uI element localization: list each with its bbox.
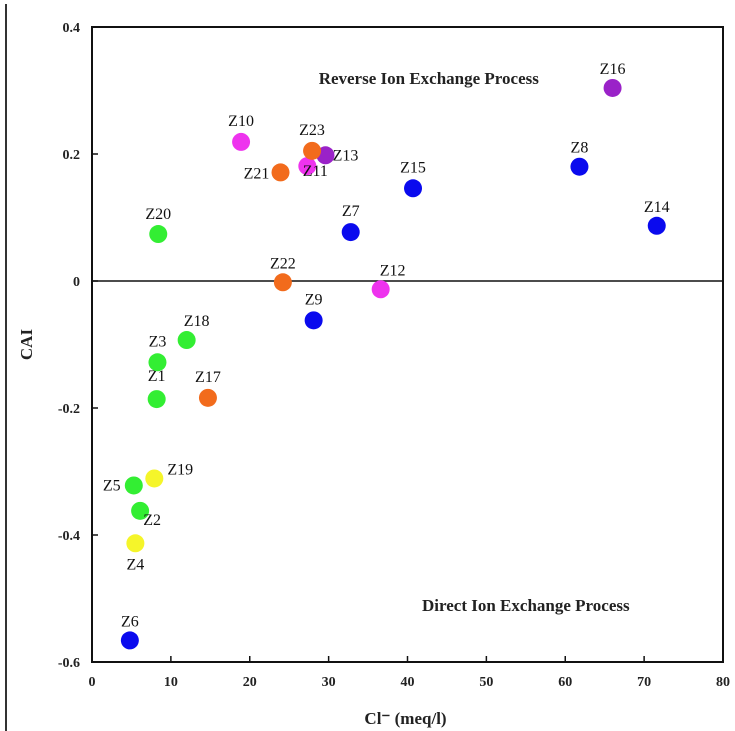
x-tick-label: 40 xyxy=(401,675,415,690)
data-point-z10 xyxy=(232,132,251,151)
y-tick-label: 0 xyxy=(73,275,80,290)
data-point-z11 xyxy=(298,157,317,176)
point-label-z12: Z12 xyxy=(380,262,406,279)
x-tick-label: 70 xyxy=(637,675,651,690)
y-axis-title: CAI xyxy=(17,329,36,361)
x-tick-label: 30 xyxy=(322,675,336,690)
point-label-z15: Z15 xyxy=(400,159,426,176)
point-label-z8: Z8 xyxy=(571,140,589,157)
point-label-z19: Z19 xyxy=(167,461,193,478)
data-point-z1 xyxy=(147,390,166,409)
data-point-z12 xyxy=(371,280,390,299)
point-label-z4: Z4 xyxy=(126,556,144,573)
data-point-z16 xyxy=(603,78,622,97)
y-tick-label: 0.2 xyxy=(63,148,81,163)
x-tick-label: 80 xyxy=(716,675,730,690)
point-label-z11: Z11 xyxy=(303,163,328,180)
point-label-z13: Z13 xyxy=(333,147,359,164)
y-tick-label: -0.4 xyxy=(58,529,80,544)
annotation-label: Reverse Ion Exchange Process xyxy=(319,69,540,88)
point-label-z10: Z10 xyxy=(228,113,254,130)
point-label-z14: Z14 xyxy=(644,199,670,216)
point-label-z22: Z22 xyxy=(270,255,296,272)
x-tick-label: 60 xyxy=(558,675,572,690)
plot-area-frame xyxy=(91,26,724,663)
data-point-z19 xyxy=(145,469,164,488)
annotation-label: Direct Ion Exchange Process xyxy=(422,596,630,615)
x-tick-label: 10 xyxy=(164,675,178,690)
y-tick-label: -0.6 xyxy=(58,656,80,671)
data-point-z15 xyxy=(404,179,423,198)
data-point-z14 xyxy=(647,216,666,235)
data-point-z23 xyxy=(303,141,322,160)
y-tick-label: -0.2 xyxy=(58,402,80,417)
point-label-z18: Z18 xyxy=(184,313,210,330)
x-axis-title: Cl⁻ (meq/l) xyxy=(364,709,446,728)
point-label-z16: Z16 xyxy=(600,61,626,78)
data-point-z4 xyxy=(126,534,145,553)
point-label-z23: Z23 xyxy=(299,122,325,139)
data-point-z8 xyxy=(570,157,589,176)
x-tick-label: 0 xyxy=(89,675,96,690)
data-point-z18 xyxy=(177,331,196,350)
data-point-z3 xyxy=(148,353,167,372)
point-label-z17: Z17 xyxy=(195,369,221,386)
data-point-z9 xyxy=(304,311,323,330)
point-label-z7: Z7 xyxy=(342,203,360,220)
y-tick-label: 0.4 xyxy=(63,21,81,36)
data-point-z17 xyxy=(198,388,217,407)
data-point-z2 xyxy=(131,501,150,520)
point-label-z2: Z2 xyxy=(143,512,161,529)
point-label-z9: Z9 xyxy=(305,291,323,308)
point-label-z3: Z3 xyxy=(149,333,167,350)
data-point-z20 xyxy=(149,225,168,244)
point-label-z5: Z5 xyxy=(103,477,121,494)
data-point-z5 xyxy=(124,476,143,495)
x-tick-label: 20 xyxy=(243,675,257,690)
data-point-z7 xyxy=(341,223,360,242)
data-point-z22 xyxy=(273,273,292,292)
point-label-z1: Z1 xyxy=(148,368,166,385)
x-tick-label: 50 xyxy=(479,675,493,690)
point-label-z6: Z6 xyxy=(121,613,139,630)
data-point-z6 xyxy=(120,631,139,650)
point-label-z20: Z20 xyxy=(145,206,171,223)
data-point-z21 xyxy=(271,163,290,182)
point-label-z21: Z21 xyxy=(244,165,270,182)
